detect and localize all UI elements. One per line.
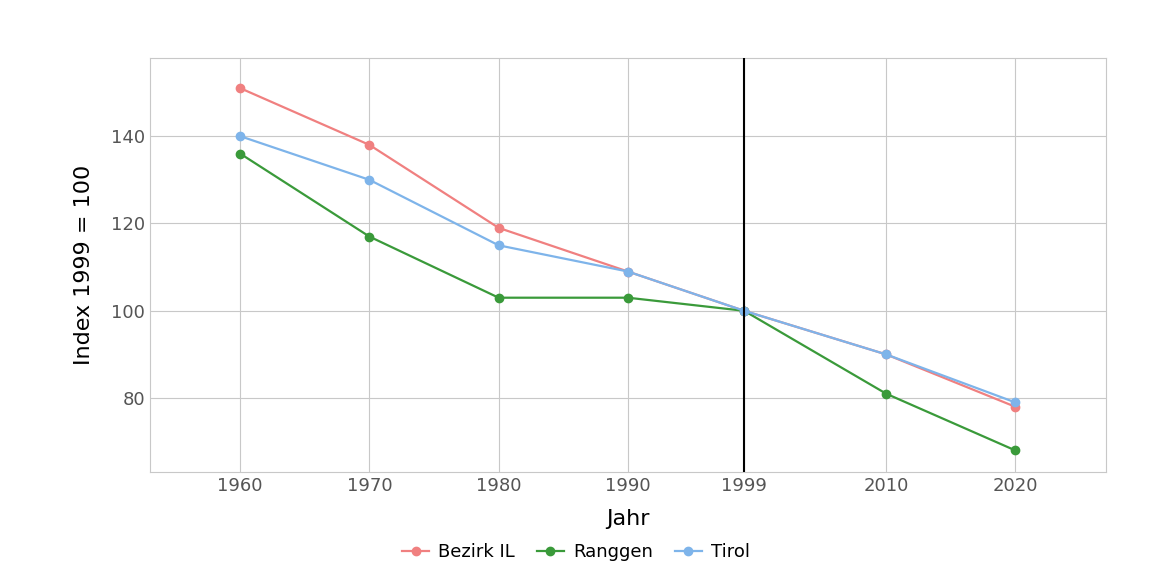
Bezirk IL xyxy=(1008,403,1022,410)
Bezirk IL xyxy=(234,85,248,92)
Tirol xyxy=(737,308,751,314)
Bezirk IL xyxy=(737,308,751,314)
Tirol xyxy=(234,132,248,139)
Line: Tirol: Tirol xyxy=(236,132,1020,407)
Tirol xyxy=(1008,399,1022,406)
Y-axis label: Index 1999 = 100: Index 1999 = 100 xyxy=(74,165,94,365)
Ranggen xyxy=(363,233,377,240)
Legend: Bezirk IL, Ranggen, Tirol: Bezirk IL, Ranggen, Tirol xyxy=(402,543,750,561)
Line: Ranggen: Ranggen xyxy=(236,150,1020,454)
Bezirk IL xyxy=(879,351,893,358)
Ranggen xyxy=(492,294,506,301)
Tirol xyxy=(879,351,893,358)
Tirol xyxy=(363,176,377,183)
Ranggen xyxy=(621,294,635,301)
Line: Bezirk IL: Bezirk IL xyxy=(236,84,1020,411)
Ranggen xyxy=(1008,447,1022,454)
Tirol xyxy=(492,242,506,249)
Bezirk IL xyxy=(492,225,506,232)
Bezirk IL xyxy=(363,142,377,149)
Tirol xyxy=(621,268,635,275)
X-axis label: Jahr: Jahr xyxy=(606,509,650,529)
Ranggen xyxy=(879,391,893,397)
Ranggen xyxy=(234,150,248,157)
Bezirk IL xyxy=(621,268,635,275)
Ranggen xyxy=(737,308,751,314)
